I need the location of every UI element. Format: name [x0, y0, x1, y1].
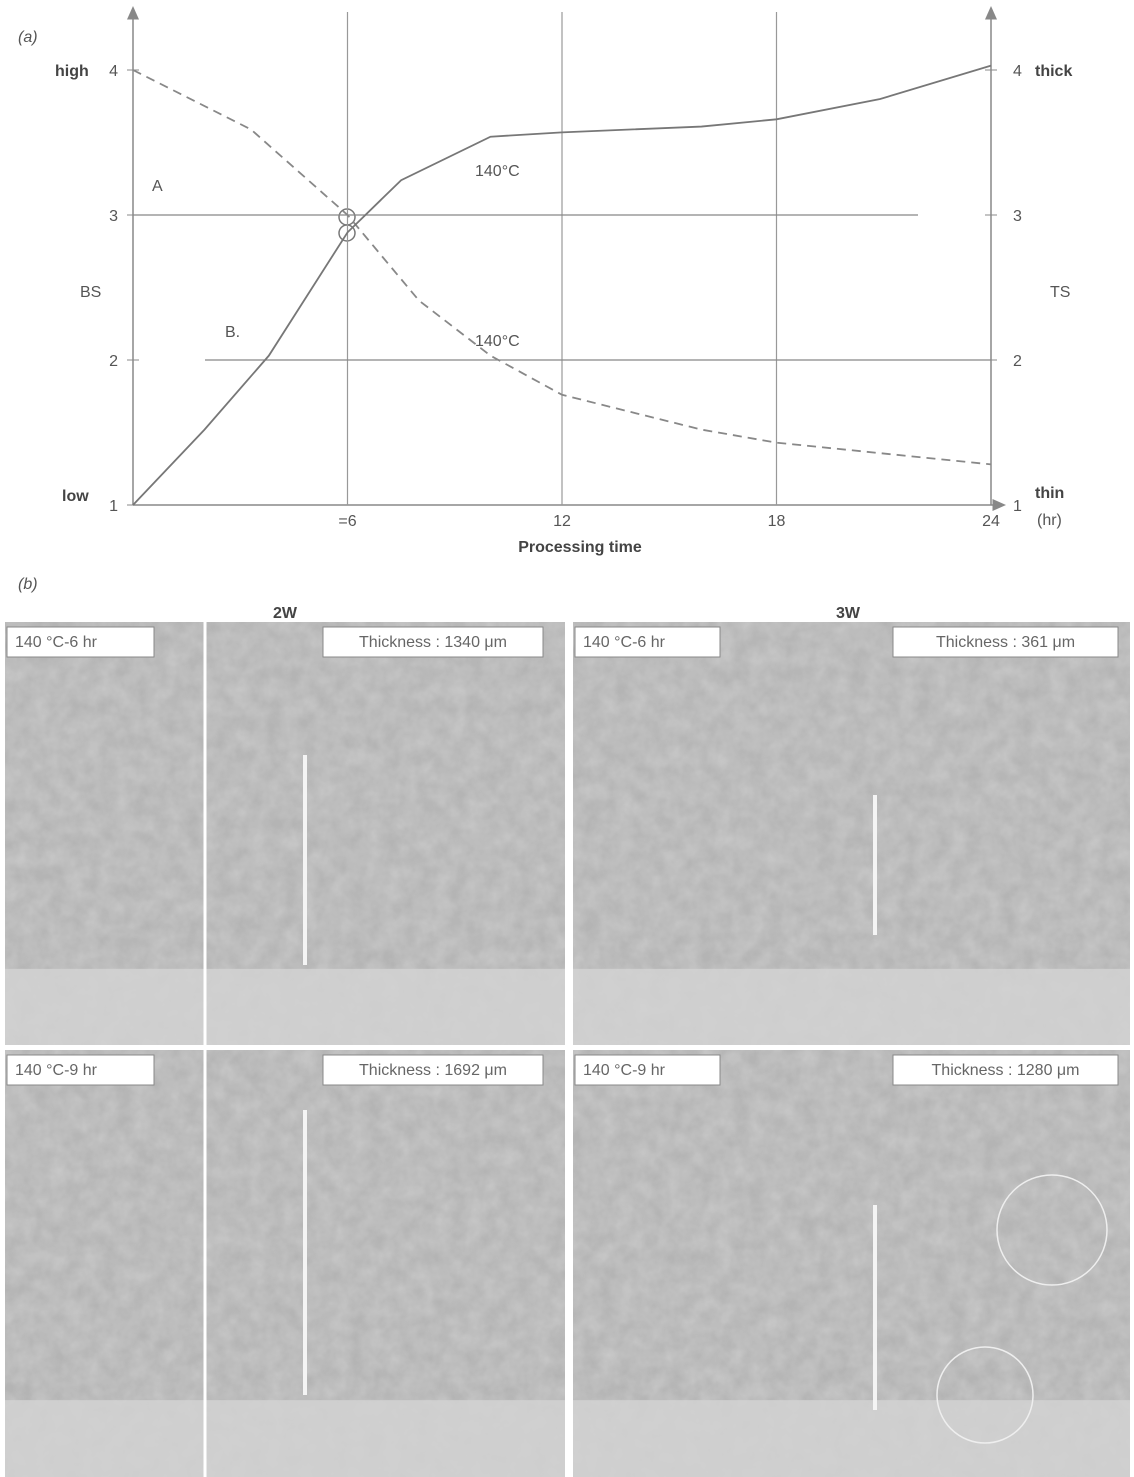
- thickness-label: Thickness : 361 μm: [936, 634, 1075, 651]
- y2-low-label: thin: [1035, 485, 1064, 502]
- micrographs: 140 °C-6 hr Thickness : 1340 μm 140 °C-6 h…: [5, 622, 1130, 1477]
- condition-label: 140 °C-9 hr: [15, 1062, 98, 1079]
- panel-label: (b): [18, 576, 38, 593]
- y-label: BS: [80, 284, 101, 301]
- x-tick-label: 24: [982, 513, 1000, 530]
- condition-label: 140 °C-9 hr: [583, 1062, 666, 1079]
- y2-tick-label: 4: [1013, 63, 1022, 80]
- column-title: 3W: [836, 605, 861, 622]
- y2-tick-label: 2: [1013, 353, 1022, 370]
- curve-label: B.: [225, 324, 240, 341]
- panel-label: (a): [18, 29, 38, 46]
- x-label: Processing time: [518, 539, 642, 556]
- column-title: 2W: [273, 605, 298, 622]
- substrate: [573, 969, 1130, 1045]
- y-tick-label: 2: [109, 353, 118, 370]
- thickness-label: Thickness : 1280 μm: [932, 1062, 1080, 1079]
- x-unit: (hr): [1037, 512, 1062, 529]
- temperature-label: 140°C: [475, 163, 520, 180]
- x-tick-label: 18: [768, 513, 786, 530]
- x-tick-label: 12: [553, 513, 571, 530]
- curve-label: A: [152, 178, 163, 195]
- thickness-label: Thickness : 1340 μm: [359, 634, 507, 651]
- y-low-label: low: [62, 488, 89, 505]
- y-high-label: high: [55, 63, 89, 80]
- temperature-label: 140°C: [475, 333, 520, 350]
- condition-label: 140 °C-6 hr: [583, 634, 666, 651]
- substrate: [573, 1400, 1130, 1477]
- y-tick-label: 4: [109, 63, 118, 80]
- y2-label: TS: [1050, 284, 1070, 301]
- figure: (a) high low thick thin (hr) BS TS Proce…: [0, 0, 1134, 1477]
- substrate: [5, 1400, 565, 1477]
- y2-tick-label: 1: [1013, 498, 1022, 515]
- x-tick-label: =6: [338, 513, 356, 530]
- y2-high-label: thick: [1035, 63, 1072, 80]
- y-tick-label: 3: [109, 208, 118, 225]
- y-tick-label: 1: [109, 498, 118, 515]
- substrate: [5, 969, 565, 1045]
- thickness-label: Thickness : 1692 μm: [359, 1062, 507, 1079]
- y2-tick-label: 3: [1013, 208, 1022, 225]
- condition-label: 140 °C-6 hr: [15, 634, 98, 651]
